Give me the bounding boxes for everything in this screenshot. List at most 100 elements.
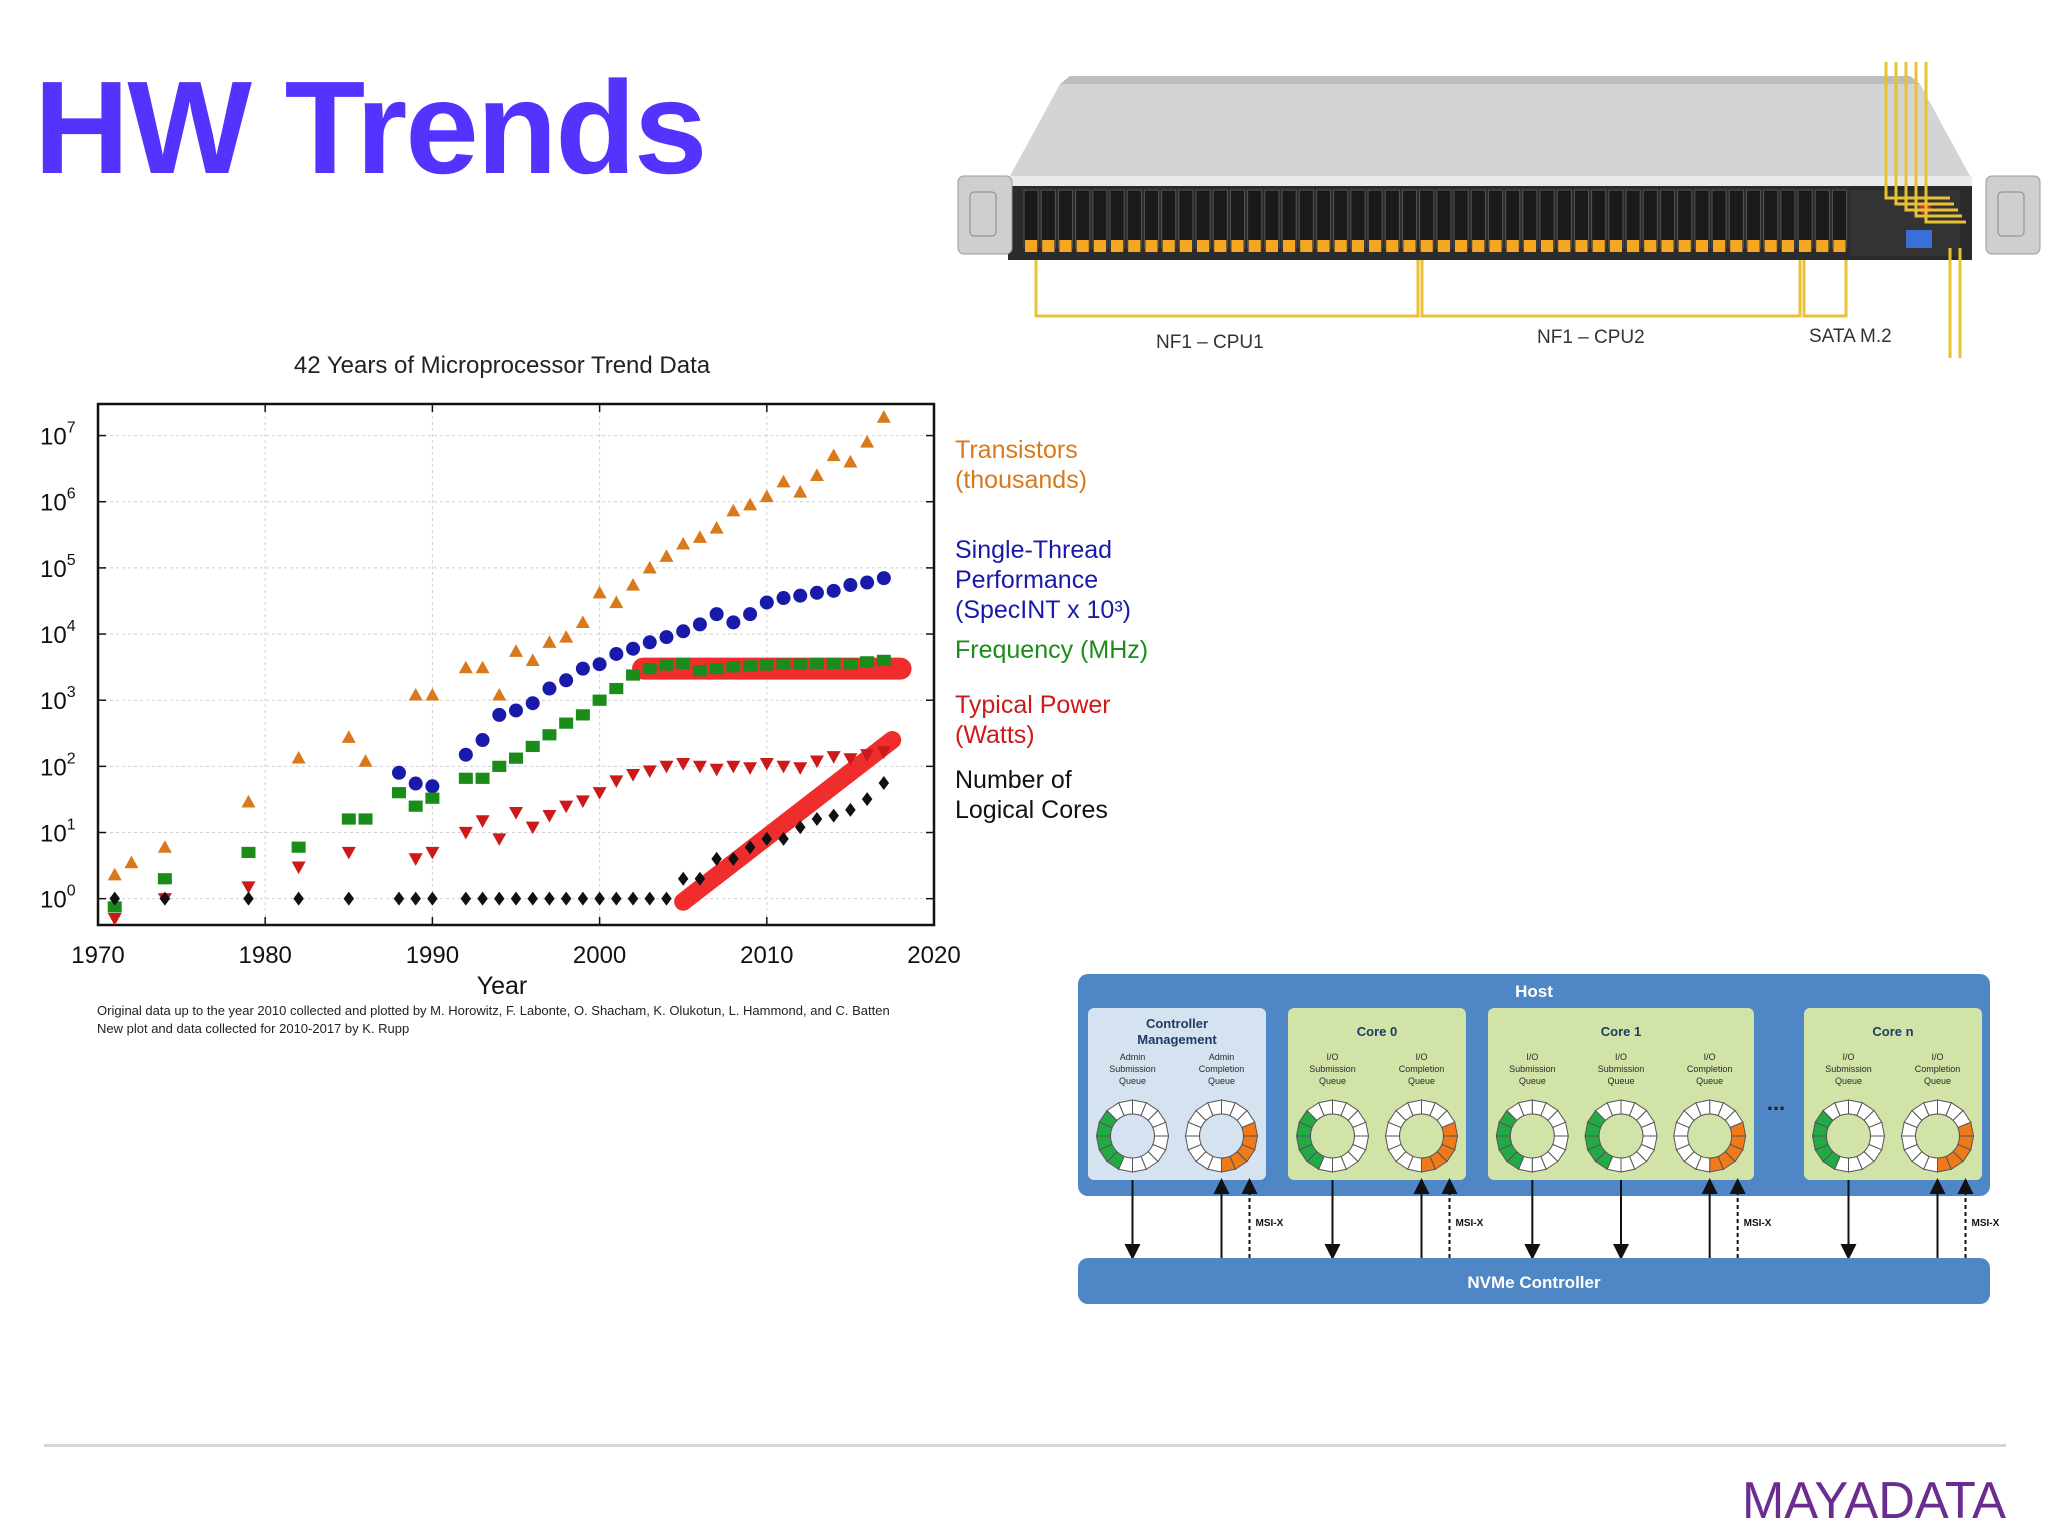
data-point xyxy=(544,891,555,906)
data-point xyxy=(826,657,841,669)
drive-latch xyxy=(1059,240,1072,252)
queue-label: Queue xyxy=(1408,1076,1435,1086)
data-point xyxy=(494,891,505,906)
data-point xyxy=(876,571,891,586)
drive-latch xyxy=(1386,240,1399,252)
drive-bay xyxy=(1419,189,1435,249)
cable-line xyxy=(1914,62,1962,218)
drive-latch xyxy=(1781,240,1794,252)
data-point xyxy=(793,762,808,775)
nvme-controller-box xyxy=(1078,1258,1990,1304)
data-point xyxy=(828,808,839,823)
queue-label: Queue xyxy=(1924,1076,1951,1086)
drive-latch xyxy=(1695,240,1708,252)
drive-bay xyxy=(1229,189,1246,249)
data-point xyxy=(291,861,306,875)
drive-latch xyxy=(1111,240,1124,252)
queue-ring-center xyxy=(1399,1113,1444,1159)
data-point xyxy=(709,521,724,534)
queue-ring-center xyxy=(1199,1113,1244,1159)
data-point xyxy=(809,468,824,481)
slot-bracket xyxy=(1420,260,1802,318)
y-tick-label: 104 xyxy=(40,618,76,649)
data-point xyxy=(627,891,639,906)
y-tick-label: 102 xyxy=(40,750,76,781)
data-point xyxy=(559,800,574,814)
data-point xyxy=(860,749,875,762)
data-point xyxy=(726,661,741,673)
msi-x-label: MSI-X xyxy=(1256,1218,1284,1229)
data-point xyxy=(609,646,624,661)
data-point xyxy=(626,669,641,681)
data-point xyxy=(609,595,624,609)
data-point xyxy=(509,806,523,820)
data-point xyxy=(759,489,774,503)
data-point xyxy=(458,826,473,840)
data-point xyxy=(577,891,589,906)
data-point xyxy=(592,657,607,672)
data-point xyxy=(592,585,607,599)
data-point xyxy=(341,730,356,743)
msi-x-label: MSI-X xyxy=(1456,1218,1484,1229)
drive-latch xyxy=(1179,240,1192,252)
drive-latch xyxy=(1747,240,1760,252)
data-point xyxy=(843,578,858,593)
queue-group-title: Core 1 xyxy=(1601,1024,1641,1039)
drive-bay xyxy=(1281,189,1297,249)
drive-latch xyxy=(1283,240,1296,252)
data-point xyxy=(241,881,256,895)
drive-latch xyxy=(1575,240,1588,252)
data-point xyxy=(575,795,590,808)
queue-label: Queue xyxy=(1519,1076,1546,1086)
data-point xyxy=(776,658,791,670)
data-point xyxy=(826,751,841,764)
data-point xyxy=(460,891,472,906)
core-ellipsis: ... xyxy=(1767,1090,1785,1115)
data-point xyxy=(157,840,172,853)
data-point xyxy=(341,846,356,860)
drive-bay xyxy=(1608,189,1624,249)
cable-line xyxy=(1924,62,1966,224)
data-point xyxy=(826,583,841,598)
data-point xyxy=(845,802,856,817)
data-point xyxy=(659,760,674,774)
mayadata-logo: MAYADATA xyxy=(1742,1472,2006,1526)
data-point xyxy=(408,776,423,791)
data-point xyxy=(559,717,574,729)
data-point xyxy=(694,871,706,886)
drive-bay xyxy=(1298,189,1314,249)
data-point xyxy=(475,772,490,784)
drive-bay xyxy=(1161,189,1177,249)
slide-title: HW Trends xyxy=(34,54,707,201)
data-point xyxy=(542,729,557,741)
data-point xyxy=(743,762,758,775)
data-point xyxy=(492,833,507,846)
drive-bay xyxy=(1814,189,1830,249)
queue-label: I/O xyxy=(1615,1052,1627,1062)
data-point xyxy=(776,474,791,488)
drive-latch xyxy=(1661,240,1674,252)
data-point xyxy=(393,891,405,906)
data-point xyxy=(542,635,557,648)
data-point xyxy=(644,891,656,906)
data-point xyxy=(843,454,858,468)
drive-bay xyxy=(1711,189,1727,249)
drive-bay xyxy=(1780,189,1796,249)
drive-bay xyxy=(1075,189,1091,249)
data-point xyxy=(477,891,488,906)
data-point xyxy=(676,624,691,639)
drive-latch xyxy=(1093,240,1106,252)
logo-wordmark: MAYADATA xyxy=(1742,1472,2006,1526)
drive-latch xyxy=(1076,240,1089,252)
data-point xyxy=(243,891,254,906)
data-point xyxy=(642,560,657,574)
data-point xyxy=(592,787,607,800)
data-point xyxy=(107,912,122,926)
queue-ring-center xyxy=(1509,1113,1555,1159)
queue-label: Completion xyxy=(1915,1064,1961,1074)
data-point xyxy=(692,760,707,774)
drive-latch xyxy=(1816,240,1829,252)
msi-x-label: MSI-X xyxy=(1744,1218,1772,1229)
data-point xyxy=(811,812,823,827)
data-point xyxy=(542,810,557,823)
